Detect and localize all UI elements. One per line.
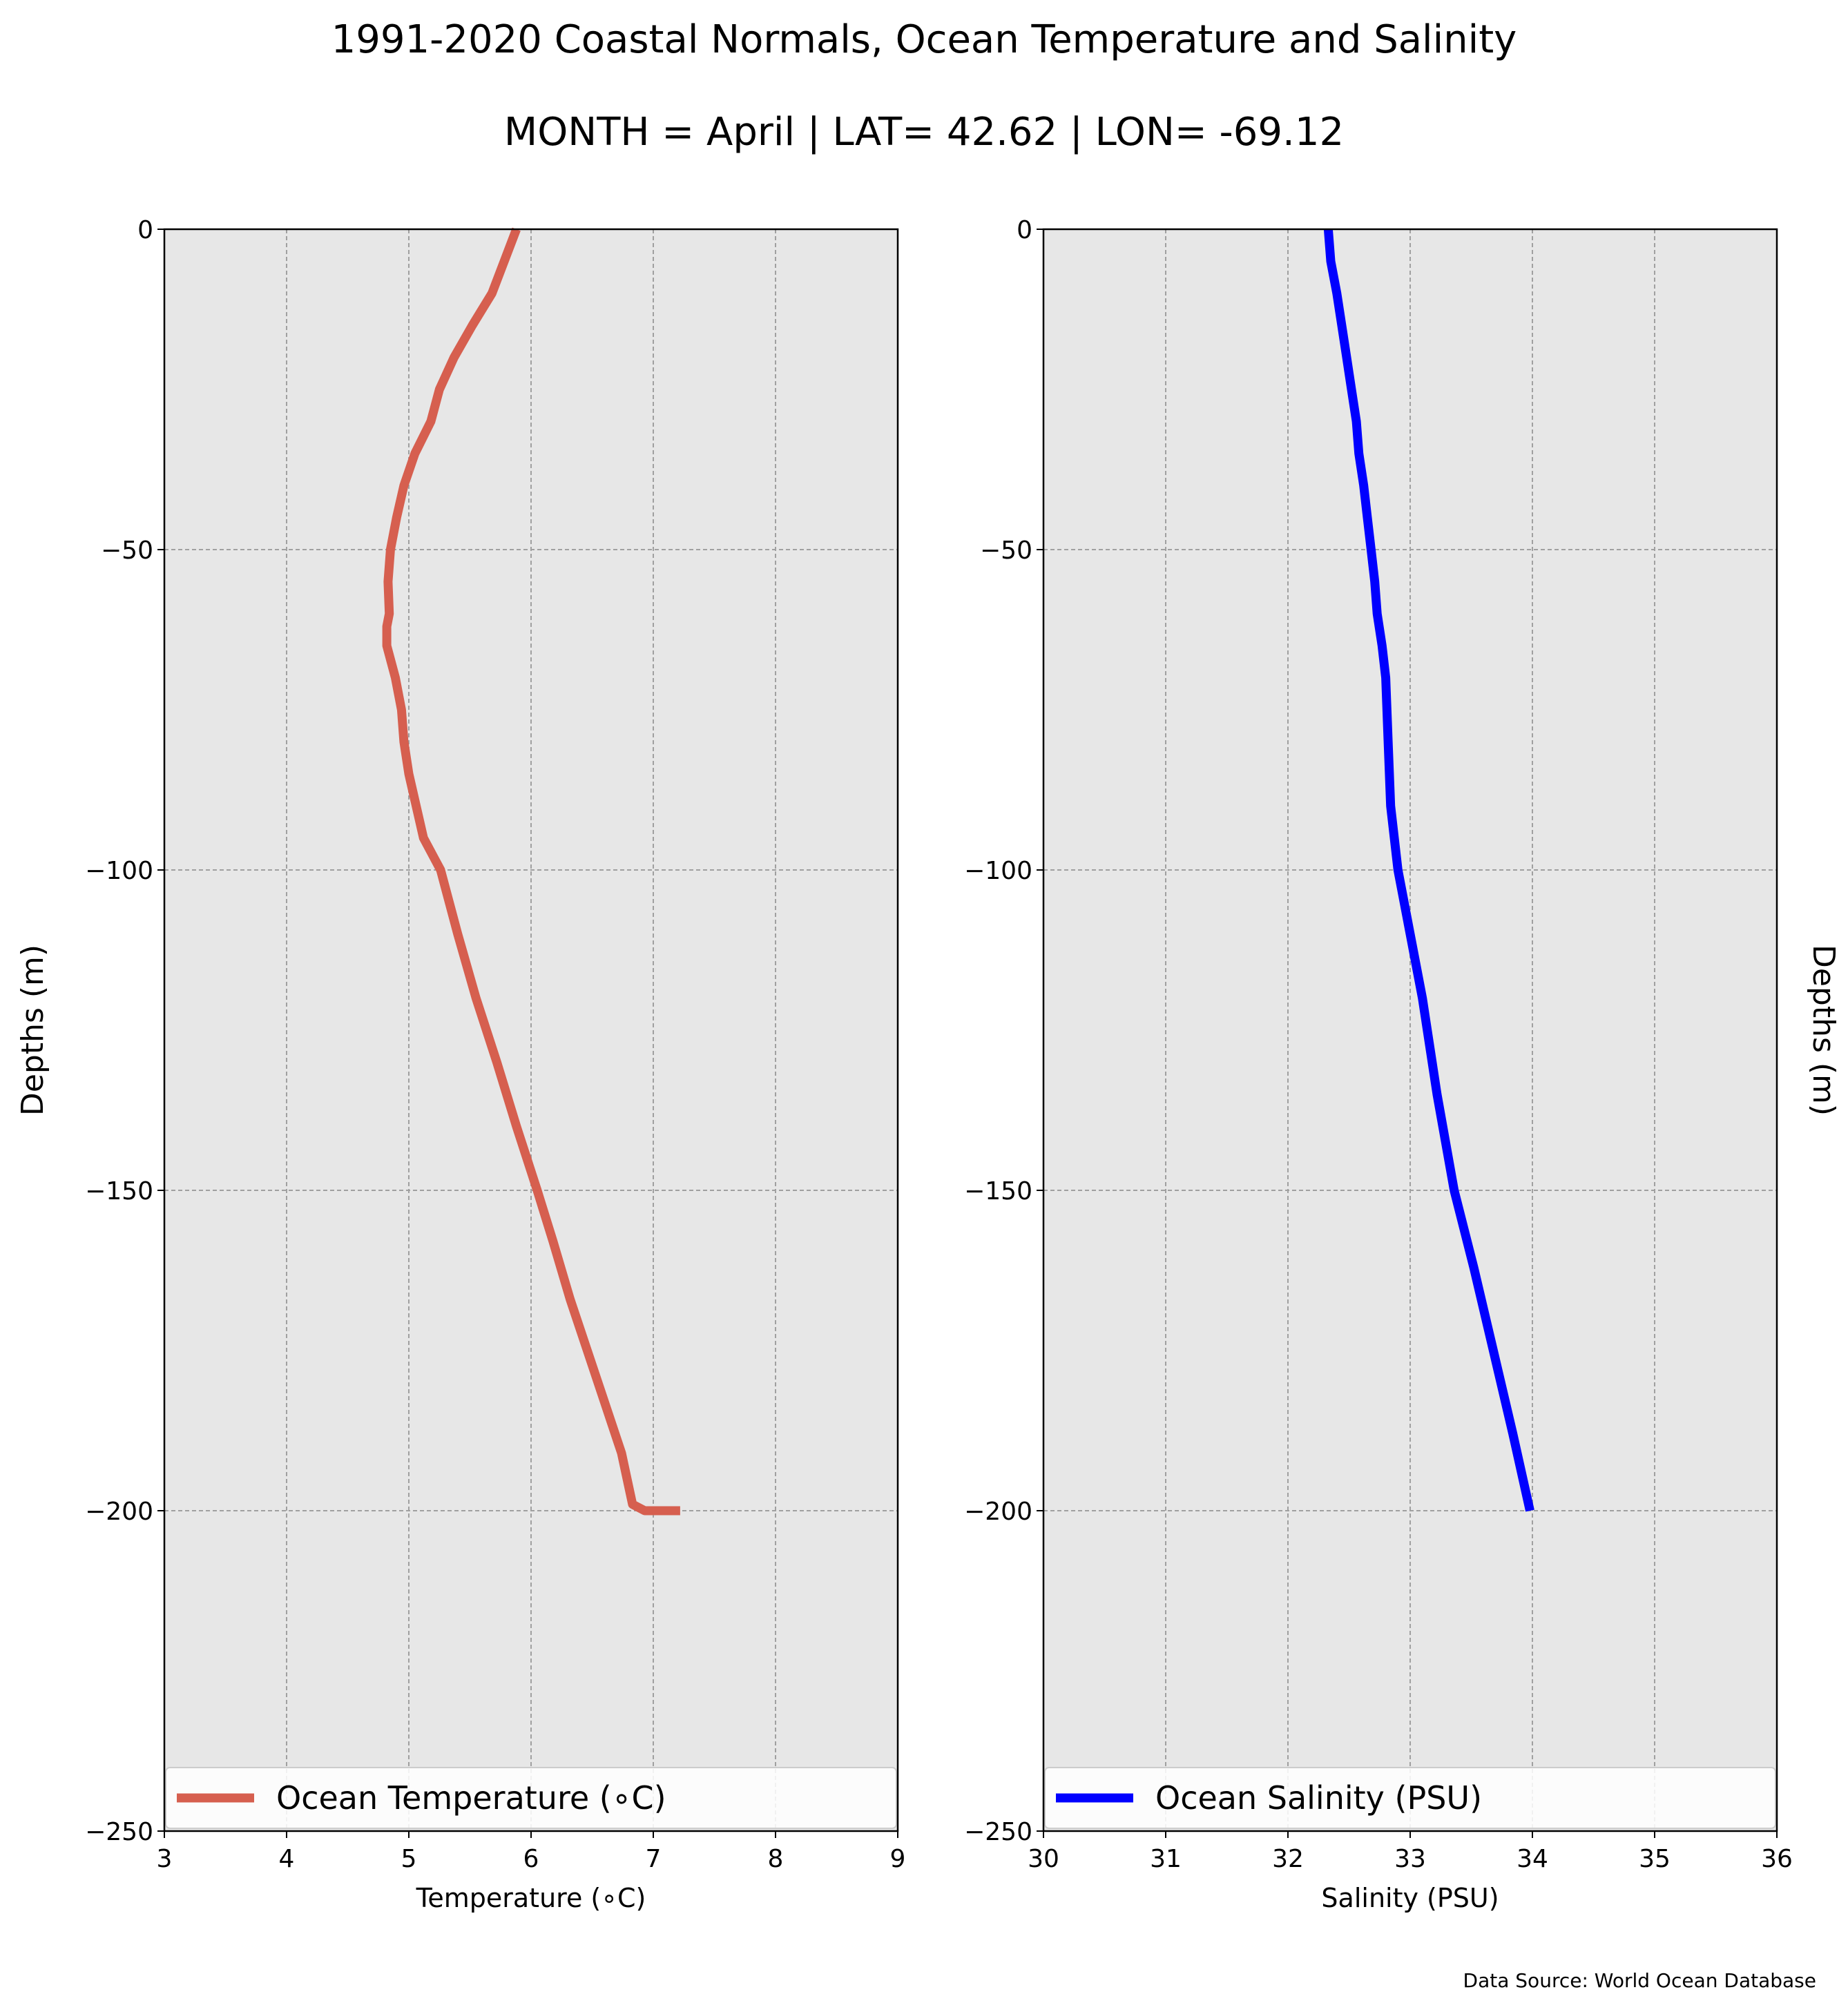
temperature-y-axis-label: Depths (m): [15, 945, 50, 1116]
salinity-legend: Ocean Salinity (PSU): [1044, 1767, 1776, 1829]
temperature-plot-frame: [163, 228, 899, 1832]
temperature-y-tick-label: 0: [137, 216, 153, 244]
salinity-y-tick-label: 0: [1017, 216, 1032, 244]
salinity-legend-label: Ocean Salinity (PSU): [1155, 1779, 1482, 1817]
temperature-x-tick-label: 8: [768, 1845, 784, 1873]
salinity-y-tick-label: −150: [964, 1177, 1032, 1206]
temperature-series-line: [382, 227, 680, 1516]
salinity-x-tick-label: 32: [1272, 1845, 1304, 1873]
salinity-x-axis-label: Salinity (PSU): [1321, 1883, 1499, 1913]
salinity-y-tick-label: −250: [964, 1818, 1032, 1846]
temperature-x-tick-label: 9: [890, 1845, 906, 1873]
data-source-note: Data Source: World Ocean Database: [1463, 1969, 1816, 1992]
temperature-legend-label: Ocean Temperature (∘C): [276, 1779, 666, 1817]
temperature-y-tick-label: −250: [85, 1818, 153, 1846]
temperature-x-tick-label: 4: [279, 1845, 295, 1873]
salinity-y-tick-label: −100: [964, 857, 1032, 885]
temperature-legend: Ocean Temperature (∘C): [165, 1767, 897, 1829]
temperature-y-tick-label: −50: [101, 536, 153, 565]
salinity-y-tick-label: −50: [980, 536, 1032, 565]
salinity-x-tick-label: 30: [1028, 1845, 1059, 1873]
figure-subtitle: MONTH = April | LAT= 42.62 | LON= -69.12: [504, 110, 1344, 155]
temperature-y-tick-label: −150: [85, 1177, 153, 1206]
salinity-x-tick-label: 34: [1517, 1845, 1548, 1873]
temperature-x-tick-label: 6: [523, 1845, 539, 1873]
salinity-panel: 30 31 32 33 34 35 36 0 −50 −100 −150 −200 −250 Ocean …: [964, 216, 1841, 1913]
salinity-plot-frame: [1042, 228, 1778, 1832]
salinity-x-tick-label: 36: [1761, 1845, 1793, 1873]
temperature-x-axis-label: Temperature (∘C): [416, 1883, 646, 1913]
salinity-legend-box: [1044, 1767, 1776, 1829]
temperature-y-tick-label: −200: [85, 1498, 153, 1526]
temperature-legend-box: [165, 1767, 897, 1829]
figure-title: 1991-2020 Coastal Normals, Ocean Tempera…: [331, 17, 1517, 62]
salinity-y-axis-label: Depths (m): [1806, 945, 1841, 1116]
salinity-x-tick-label: 33: [1394, 1845, 1426, 1873]
salinity-x-tick-label: 35: [1639, 1845, 1671, 1873]
salinity-series-line: [1323, 229, 1534, 1512]
temperature-panel: 3 4 5 6 7 8 9 0 −50 −100 −150 −200 −250 Ocean Tempera…: [15, 216, 905, 1913]
salinity-x-tick-label: 31: [1150, 1845, 1182, 1873]
temperature-x-tick-label: 3: [157, 1845, 173, 1873]
salinity-y-tick-label: −200: [964, 1498, 1032, 1526]
temperature-x-tick-label: 7: [646, 1845, 662, 1873]
temperature-y-tick-label: −100: [85, 857, 153, 885]
temperature-x-tick-label: 5: [401, 1845, 417, 1873]
